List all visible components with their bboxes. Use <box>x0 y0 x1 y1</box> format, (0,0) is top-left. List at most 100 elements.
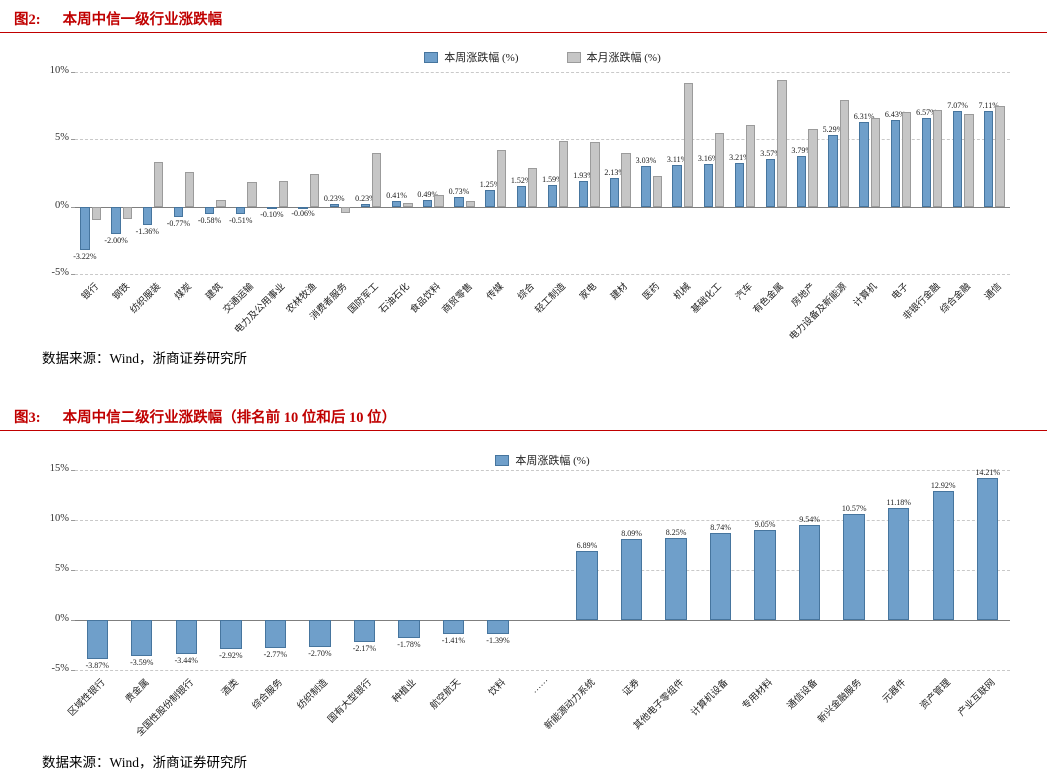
value-label: -3.59% <box>130 657 154 667</box>
category-label: 传媒 <box>485 281 506 303</box>
category-label: 银行 <box>79 281 101 303</box>
bar-国防军工 <box>360 203 371 207</box>
value-label: -0.06% <box>291 209 315 219</box>
bar-贵金属 <box>131 620 153 656</box>
bar-商贸零售 <box>465 201 475 207</box>
figure3-header: 图3: 本周中信二级行业涨跌幅（排名前 10 位和后 10 位） <box>14 406 396 427</box>
bar-医药 <box>652 175 662 207</box>
bar-家电 <box>578 180 589 207</box>
legend-label: 本周涨跌幅 (%) <box>515 455 590 467</box>
value-label: 5.29% <box>822 125 844 135</box>
y-tick-label: 10% <box>49 65 69 76</box>
legend-item: 本周涨跌幅 (%) <box>424 49 519 65</box>
chart2-legend: 本周涨跌幅 (%) <box>75 452 1010 468</box>
value-label: 0.41% <box>386 191 407 201</box>
bar-煤炭 <box>173 206 184 218</box>
value-label: -1.36% <box>135 226 159 236</box>
value-label: 12.92% <box>930 480 956 490</box>
legend-swatch-icon <box>566 51 581 63</box>
y-axis-tick <box>71 72 75 73</box>
legend-swatch-icon <box>495 454 510 466</box>
category-label: 有色金属 <box>752 281 787 316</box>
value-label: 7.11% <box>978 100 999 110</box>
category-label: 通信设备 <box>785 677 820 712</box>
bar-非银行金融 <box>933 109 943 207</box>
value-label: -2.77% <box>263 649 287 659</box>
bar-饮料 <box>487 620 509 634</box>
category-label: 综合服务 <box>251 677 286 712</box>
y-axis-tick <box>71 139 75 141</box>
bar-房地产 <box>808 128 818 207</box>
value-label: 1.52% <box>510 176 532 186</box>
bar-食品饮料 <box>423 200 433 207</box>
bar-建材 <box>610 177 620 207</box>
category-label: 证券 <box>620 677 642 699</box>
bar-元器件 <box>888 508 910 620</box>
legend-label: 本周涨跌幅 (%) <box>444 52 519 64</box>
value-label: 1.93% <box>573 170 594 180</box>
category-label: 贵金属 <box>124 677 152 706</box>
bar-消费者服务 <box>329 203 339 207</box>
value-label: 9.54% <box>799 514 820 524</box>
bar-基础化工 <box>703 164 713 207</box>
gridline <box>75 570 1010 571</box>
category-label: 食品饮料 <box>409 281 444 316</box>
value-label: 14.21% <box>975 467 1001 477</box>
y-axis-tick <box>71 470 75 471</box>
y-tick-label: 10% <box>49 513 69 524</box>
bar-纺织服装 <box>153 162 164 207</box>
value-label: 7.07% <box>947 101 968 111</box>
y-tick-label: 5% <box>55 563 69 574</box>
value-label: 6.89% <box>576 541 598 551</box>
category-label: 医药 <box>640 281 662 303</box>
bar-家电 <box>590 142 600 207</box>
figure2-rule <box>0 32 1047 33</box>
y-tick-label: 0% <box>55 613 69 624</box>
figure2-title: 本周中信一级行业涨跌幅 <box>62 12 223 28</box>
category-label: 专用材料 <box>741 677 776 712</box>
bar-国防军工 <box>372 152 382 207</box>
bar-建筑 <box>216 199 226 207</box>
value-label: -0.10% <box>260 210 284 219</box>
bar-计算机 <box>870 117 881 207</box>
bar-综合金融 <box>964 113 974 207</box>
bar-区域性银行 <box>86 620 108 659</box>
category-label: 资产管理 <box>919 677 954 712</box>
bar-农林牧渔 <box>298 206 308 209</box>
gridline <box>75 520 1010 521</box>
category-label: …… <box>529 675 550 696</box>
value-label: 0.23% <box>323 193 345 203</box>
bar-食品饮料 <box>434 194 444 207</box>
value-label: 9.05% <box>754 519 776 529</box>
bar-综合服务 <box>264 620 287 648</box>
bar-计算机设备 <box>709 532 732 620</box>
category-label: 基础化工 <box>689 281 724 316</box>
value-label: 0.49% <box>417 190 439 200</box>
bar-基础化工 <box>714 132 725 207</box>
bar-房地产 <box>797 155 807 207</box>
bar-新能源动力系统 <box>576 551 598 620</box>
bar-纺织服装 <box>142 206 152 225</box>
value-label: 3.79% <box>791 145 813 155</box>
value-label: -2.92% <box>219 651 243 661</box>
category-label: 商贸零售 <box>440 281 475 316</box>
bar-纺织制造 <box>309 620 331 647</box>
category-label: 纺织服装 <box>128 281 163 316</box>
x-axis-line <box>75 206 1010 208</box>
y-axis-tick <box>71 520 75 521</box>
bar-消费者服务 <box>340 206 351 214</box>
category-label: 机械 <box>672 281 693 303</box>
y-axis-tick <box>71 620 75 621</box>
gridline <box>75 274 1010 275</box>
bar-传媒 <box>485 189 495 207</box>
legend-label: 本月涨跌幅 (%) <box>586 52 661 64</box>
value-label: 11.18% <box>886 498 911 508</box>
chart1-legend: 本周涨跌幅 (%) 本月涨跌幅 (%) <box>75 49 1010 65</box>
bar-电力及公用事业 <box>278 181 288 207</box>
bar-建材 <box>621 152 631 207</box>
value-label: 0.23% <box>355 193 376 203</box>
bar-机械 <box>672 164 682 207</box>
x-axis-line <box>75 620 1010 621</box>
category-label: 种植业 <box>391 677 419 706</box>
bar-石油石化 <box>391 201 402 207</box>
